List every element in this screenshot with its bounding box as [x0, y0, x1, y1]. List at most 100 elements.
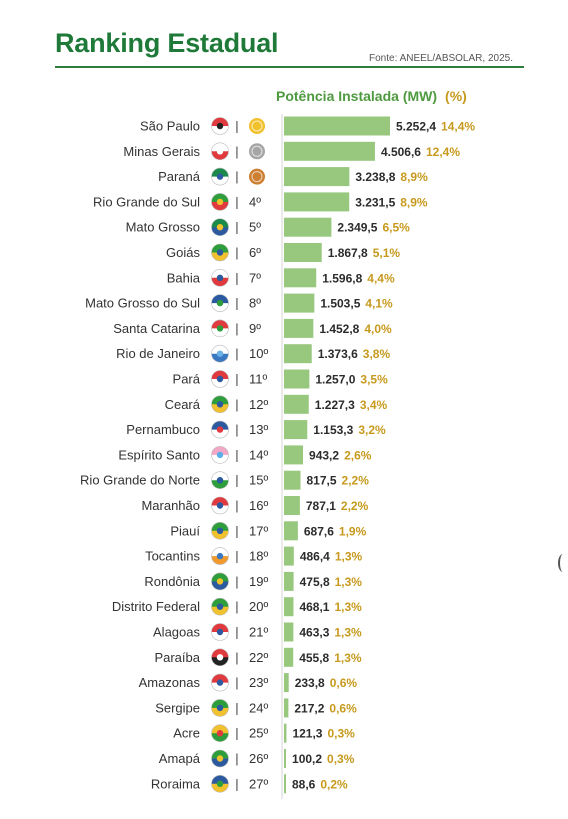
pct-label: 4,0% [364, 322, 392, 336]
chart-title-text: Potência Instalada (MW) [276, 88, 438, 104]
pct-label: 4,1% [365, 297, 393, 311]
value-label: 3.238,8 [355, 170, 395, 184]
state-flag-icon [211, 547, 229, 565]
rank-label: 10º [249, 346, 268, 361]
value-label: 475,8 [300, 575, 330, 589]
state-label: Roraima [151, 776, 201, 791]
silver-medal-icon [249, 143, 265, 160]
state-flag-icon [211, 572, 229, 591]
separator-glyph: | [235, 220, 238, 235]
rank-label: 6º [249, 245, 261, 260]
bar [284, 420, 308, 440]
bar [284, 673, 289, 693]
rank-label: 23º [249, 675, 268, 690]
separator-glyph: | [235, 726, 238, 741]
value-label: 88,6 [292, 777, 316, 791]
separator-glyph: | [235, 144, 238, 159]
page-title: Ranking Estadual [55, 28, 279, 58]
value-label: 233,8 [295, 676, 325, 690]
rank-label: 17º [249, 523, 268, 538]
gold-medal-icon [249, 118, 265, 134]
state-flag-icon [211, 446, 229, 464]
separator-glyph: | [235, 447, 238, 462]
chart-row: Tocantins | 18º 486,4 1,3% [145, 546, 363, 566]
value-label: 1.373,6 [318, 347, 358, 361]
bar [284, 749, 287, 768]
bar [284, 774, 286, 794]
state-flag-icon [211, 344, 229, 363]
pct-label: 4,4% [367, 271, 395, 285]
pct-label: 6,5% [382, 221, 410, 235]
pct-label: 0,3% [327, 727, 355, 741]
state-flag-icon [211, 648, 229, 667]
pct-label: 0,6% [329, 701, 357, 715]
rank-label: 9º [249, 321, 261, 336]
state-flag-icon [211, 496, 229, 515]
separator-glyph: | [235, 625, 238, 640]
state-label: Pernambuco [126, 422, 200, 437]
bar [284, 217, 332, 237]
cropped-edge-mark [558, 554, 568, 572]
state-flag-icon [211, 749, 229, 768]
rank-label: 20º [249, 599, 268, 614]
bar [284, 546, 294, 566]
chart-row: Amapá | 26º 100,2 0,3% [159, 749, 355, 768]
separator-glyph: | [235, 346, 238, 361]
state-label: Espírito Santo [118, 447, 200, 462]
bar [284, 698, 289, 718]
separator-glyph: | [235, 321, 238, 336]
value-label: 468,1 [299, 600, 329, 614]
pct-label: 14,4% [441, 120, 475, 134]
pct-label: 2,6% [344, 448, 372, 462]
state-flag-icon [211, 420, 229, 439]
rank-label: 24º [249, 700, 268, 715]
bar [284, 571, 294, 591]
bronze-medal-icon [249, 168, 265, 185]
value-label: 817,5 [306, 474, 336, 488]
title-divider [55, 66, 524, 68]
separator-glyph: | [235, 119, 238, 134]
value-label: 217,2 [294, 701, 324, 715]
separator-glyph: | [235, 523, 238, 538]
separator-glyph: | [235, 549, 238, 564]
separator-glyph: | [235, 473, 238, 488]
state-label: Rio Grande do Norte [80, 473, 200, 488]
separator-glyph: | [235, 498, 238, 513]
separator-glyph: | [235, 169, 238, 184]
separator-glyph: | [235, 776, 238, 791]
rank-label: 4º [249, 194, 261, 209]
chart-row: Santa Catarina | 9º 1.452,8 4,0% [113, 318, 392, 338]
rank-label: 21º [249, 625, 268, 640]
pct-label: 5,1% [373, 246, 401, 260]
rank-label: 5º [249, 220, 261, 235]
state-label: Rio Grande do Sul [93, 194, 200, 209]
rank-label: 26º [249, 751, 268, 766]
state-flag-icon [211, 370, 229, 388]
value-label: 787,1 [306, 499, 336, 513]
chart-row: Rio de Janeiro | 10º 1.373,6 3,8% [116, 344, 390, 364]
chart-row: Paraná | 3.238,8 8,9% [158, 167, 428, 187]
state-flag-icon [211, 117, 229, 135]
rank-label: 13º [249, 422, 268, 437]
rank-label: 8º [249, 296, 261, 311]
separator-glyph: | [235, 372, 238, 387]
chart-row: Pará | 11º 1.257,0 3,5% [173, 369, 388, 389]
separator-glyph: | [235, 296, 238, 311]
state-label: Distrito Federal [112, 599, 200, 614]
state-label: São Paulo [140, 119, 200, 134]
bar [284, 369, 310, 389]
state-label: Minas Gerais [123, 144, 200, 159]
rank-label: 15º [249, 473, 268, 488]
state-flag-icon [211, 142, 229, 161]
state-label: Santa Catarina [113, 321, 200, 336]
state-label: Amazonas [139, 675, 201, 690]
rank-label: 16º [249, 498, 268, 513]
state-label: Acre [173, 726, 200, 741]
bar [284, 496, 300, 515]
bar [284, 318, 314, 338]
bar [284, 470, 301, 490]
value-label: 1.257,0 [315, 373, 355, 387]
chart-row: Sergipe | 24º 217,2 0,6% [155, 698, 357, 718]
pct-label: 0,6% [330, 676, 358, 690]
chart-row: Rio Grande do Sul | 4º 3.231,5 8,9% [93, 192, 428, 212]
